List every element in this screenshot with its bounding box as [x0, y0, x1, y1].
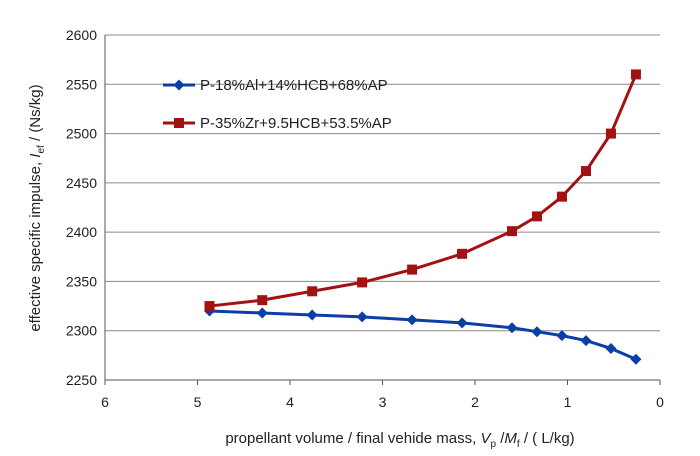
series-1-point	[531, 326, 543, 338]
series-1-point	[556, 330, 568, 342]
series-1-point	[306, 309, 318, 321]
series-2-point	[307, 286, 318, 297]
x-tick-label: 2	[471, 394, 479, 410]
x-tick-labels: 6 5 4 3 2 1 0	[101, 394, 664, 410]
x-tick-label: 4	[286, 394, 294, 410]
x-tick-label: 0	[656, 394, 664, 410]
series-1-point	[605, 342, 617, 354]
y-tick-label: 2500	[66, 126, 97, 142]
series-1-point	[630, 353, 642, 365]
x-tick-label: 6	[101, 394, 109, 410]
series-2-point	[556, 191, 567, 202]
series-2-point	[407, 264, 418, 275]
series-2-point	[457, 248, 468, 259]
series-1-point	[580, 335, 592, 347]
legend-label-1: P-18%Al+14%HCB+68%AP	[200, 77, 388, 94]
x-tick-label: 5	[194, 394, 202, 410]
x-tick-label: 3	[379, 394, 387, 410]
y-tick-labels: 2250 2300 2350 2400 2450 2500 2550 2600	[66, 27, 97, 388]
y-tick-label: 2250	[66, 372, 97, 388]
series-2-point	[605, 128, 616, 139]
legend-marker-1	[173, 79, 185, 91]
axes	[104, 35, 661, 385]
series-1-point	[456, 317, 468, 329]
legend: P-18%Al+14%HCB+68%AP P-35%Zr+9.5HCB+53.5%…	[163, 77, 392, 132]
series-1-point	[256, 307, 268, 319]
series-2-point	[630, 69, 641, 80]
series-2-point	[257, 295, 268, 306]
legend-marker-2	[174, 118, 184, 128]
y-tick-label: 2600	[66, 27, 97, 43]
legend-label-2: P-35%Zr+9.5HCB+53.5%AP	[200, 115, 392, 132]
series-2-point	[507, 226, 517, 237]
y-tick-label: 2400	[66, 224, 97, 240]
x-axis-title: propellant volume / final vehide mass, V…	[225, 430, 574, 450]
series-line-2	[209, 73, 638, 308]
series-1-point	[356, 311, 368, 323]
series-2-point	[531, 211, 542, 222]
series-2-point	[357, 277, 368, 288]
data-series	[204, 69, 642, 365]
series-1-point	[506, 322, 518, 334]
x-tick-label: 1	[564, 394, 572, 410]
series-2-point	[581, 166, 591, 177]
y-axis-title: effective specific impulse, Ief / (Ns/kg…	[27, 84, 47, 331]
y-tick-label: 2300	[66, 323, 97, 339]
y-tick-label: 2550	[66, 76, 97, 92]
y-tick-label: 2450	[66, 175, 97, 191]
gridlines	[105, 34, 660, 332]
series-1-point	[406, 314, 418, 326]
series-2-point	[204, 301, 215, 312]
y-tick-label: 2350	[66, 273, 97, 289]
